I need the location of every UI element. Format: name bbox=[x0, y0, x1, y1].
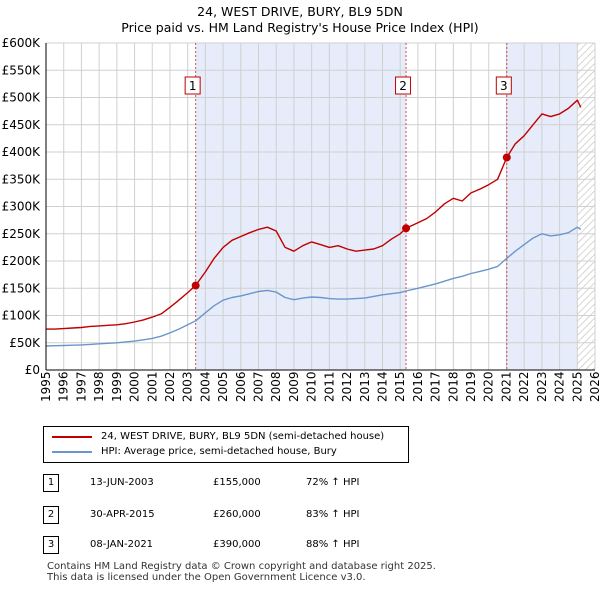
x-tick-label: 2019 bbox=[464, 371, 478, 402]
transaction-row: 2 30-APR-2015 £260,000 83% ↑ HPI bbox=[0, 506, 600, 524]
legend: 24, WEST DRIVE, BURY, BL9 5DN (semi-deta… bbox=[43, 426, 409, 463]
x-tick-label: 2023 bbox=[535, 371, 549, 402]
y-tick-label: £100K bbox=[2, 309, 42, 323]
y-tick-label: £500K bbox=[2, 91, 42, 105]
series-line-hpi bbox=[45, 226, 582, 347]
transaction-hpi-change: 88% ↑ HPI bbox=[306, 539, 360, 550]
x-tick-label: 2020 bbox=[482, 371, 496, 402]
x-tick-label: 2006 bbox=[234, 371, 248, 402]
transaction-number: 3 bbox=[43, 536, 59, 554]
sale-point-marker bbox=[191, 281, 200, 290]
transaction-hpi-change: 72% ↑ HPI bbox=[306, 477, 360, 488]
footer: Contains HM Land Registry data © Crown c… bbox=[47, 561, 436, 583]
legend-label-property: 24, WEST DRIVE, BURY, BL9 5DN (semi-deta… bbox=[101, 431, 385, 442]
x-tick-label: 2001 bbox=[145, 371, 159, 402]
transaction-number: 1 bbox=[43, 474, 59, 492]
x-tick-label: 2021 bbox=[499, 371, 513, 402]
x-tick-label: 2024 bbox=[553, 371, 567, 402]
y-tick-label: £50K bbox=[9, 336, 41, 350]
y-tick-label: £600K bbox=[2, 36, 42, 50]
y-tick-label: £0 bbox=[25, 363, 40, 377]
chart-title-block: 24, WEST DRIVE, BURY, BL9 5DN Price paid… bbox=[0, 4, 600, 36]
sale-number-box bbox=[184, 76, 201, 95]
x-tick-label: 2002 bbox=[163, 371, 177, 402]
x-tick-label: 1996 bbox=[57, 371, 71, 402]
sale-point-marker bbox=[402, 224, 411, 233]
footer-copyright: Contains HM Land Registry data © Crown c… bbox=[47, 561, 436, 572]
transaction-price: £260,000 bbox=[213, 509, 261, 520]
price-chart: 1 2 3 £0 £50K £100K £150K £200K £250K £300K £350K… bbox=[2, 36, 600, 402]
sale-number-box bbox=[395, 76, 412, 95]
transaction-hpi-change: 83% ↑ HPI bbox=[306, 509, 360, 520]
y-tick-label: £450K bbox=[2, 118, 42, 132]
sale-number-label: 2 bbox=[399, 79, 407, 93]
x-tick-label: 2007 bbox=[252, 371, 266, 402]
series-line-property bbox=[46, 99, 582, 330]
x-tick-label: 2008 bbox=[269, 371, 283, 402]
x-tick-label: 2015 bbox=[393, 371, 407, 402]
y-tick-label: £250K bbox=[2, 227, 42, 241]
x-tick-label: 2005 bbox=[216, 371, 230, 402]
x-tick-label: 1995 bbox=[39, 371, 53, 402]
x-tick-label: 2016 bbox=[411, 371, 425, 402]
x-tick-label: 2013 bbox=[358, 371, 372, 402]
transaction-price: £155,000 bbox=[213, 477, 261, 488]
transaction-date: 08-JAN-2021 bbox=[90, 539, 154, 550]
y-tick-label: £400K bbox=[2, 145, 42, 159]
x-tick-label: 2025 bbox=[570, 371, 584, 402]
y-tick-label: £300K bbox=[2, 200, 42, 214]
x-tick-label: 2012 bbox=[340, 371, 354, 402]
x-tick-label: 2018 bbox=[446, 371, 460, 402]
transaction-date: 30-APR-2015 bbox=[90, 509, 155, 520]
transaction-price: £390,000 bbox=[213, 539, 261, 550]
x-tick-label: 2017 bbox=[429, 371, 443, 402]
x-tick-label: 2000 bbox=[128, 371, 142, 402]
x-tick-label: 1997 bbox=[74, 371, 88, 402]
chart-title: 24, WEST DRIVE, BURY, BL9 5DN bbox=[197, 4, 403, 19]
legend-swatch-hpi bbox=[52, 451, 92, 453]
x-tick-label: 2010 bbox=[305, 371, 319, 402]
transaction-row: 1 13-JUN-2003 £155,000 72% ↑ HPI bbox=[0, 474, 600, 492]
x-tick-label: 2004 bbox=[198, 371, 212, 402]
x-tick-label: 2022 bbox=[517, 371, 531, 402]
sale-number-label: 3 bbox=[500, 79, 508, 93]
y-tick-label: £550K bbox=[2, 63, 42, 77]
x-tick-label: 2003 bbox=[181, 371, 195, 402]
x-tick-label: 1998 bbox=[92, 371, 106, 402]
transaction-date: 13-JUN-2003 bbox=[90, 477, 154, 488]
x-tick-label: 2011 bbox=[322, 371, 336, 402]
transaction-number: 2 bbox=[43, 506, 59, 524]
y-tick-label: £350K bbox=[2, 172, 42, 186]
sale-number-label: 1 bbox=[189, 79, 197, 93]
x-tick-label: 2009 bbox=[287, 371, 301, 402]
legend-swatch-property bbox=[52, 436, 92, 438]
y-tick-label: £150K bbox=[2, 281, 42, 295]
legend-label-hpi: HPI: Average price, semi-detached house,… bbox=[101, 446, 337, 457]
x-tick-label: 2026 bbox=[588, 371, 600, 402]
transaction-row: 3 08-JAN-2021 £390,000 88% ↑ HPI bbox=[0, 536, 600, 554]
y-tick-label: £200K bbox=[2, 254, 42, 268]
x-tick-label: 1999 bbox=[110, 371, 124, 402]
sale-number-box bbox=[495, 76, 512, 95]
x-tick-label: 2014 bbox=[375, 371, 389, 402]
sale-point-marker bbox=[502, 153, 511, 162]
footer-licence: This data is licensed under the Open Gov… bbox=[47, 572, 366, 583]
chart-subtitle: Price paid vs. HM Land Registry's House … bbox=[121, 20, 479, 35]
